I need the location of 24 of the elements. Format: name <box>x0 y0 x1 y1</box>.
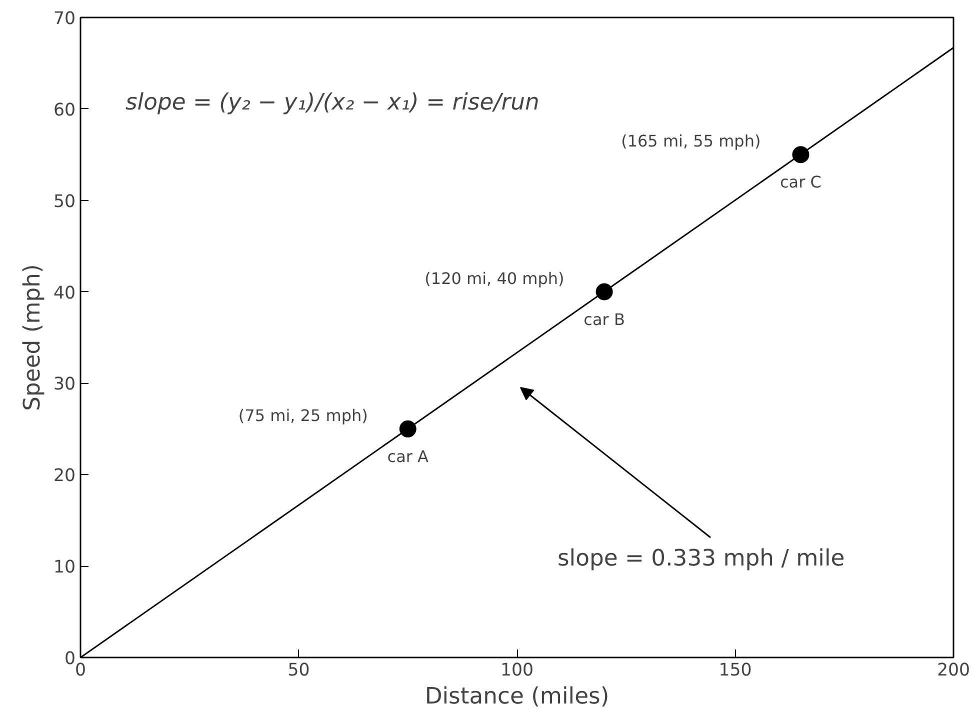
y-tick-label: 10 <box>53 558 76 578</box>
annotation: slope = (y₂ − y₁)/(x₂ − x₁) = rise/run <box>126 90 540 116</box>
point <box>792 146 810 164</box>
annotation: car A <box>387 446 429 466</box>
annotation: car C <box>780 172 822 192</box>
y-tick-label: 70 <box>53 9 76 29</box>
point <box>596 283 613 300</box>
y-tick-label: 20 <box>53 466 76 486</box>
x-axis-title: Distance (miles) <box>424 684 610 710</box>
y-tick-label: 40 <box>53 283 76 304</box>
x-tick-label: 50 <box>288 660 310 680</box>
y-tick-label: 50 <box>53 192 76 212</box>
annotation: slope = 0.333 mph / mile <box>558 546 845 572</box>
y-tick-label: 60 <box>53 100 76 120</box>
x-tick-label: 100 <box>500 660 534 680</box>
annotation: (165 mi, 55 mph) <box>621 132 761 151</box>
x-tick-label: 200 <box>936 660 970 680</box>
x-tick-label: 150 <box>718 660 752 680</box>
annotation: car B <box>584 310 625 329</box>
annotation: (120 mi, 40 mph) <box>424 268 564 288</box>
annotation: (75 mi, 25 mph) <box>238 406 368 425</box>
y-axis-title: Speed (mph) <box>19 264 46 411</box>
point <box>399 420 416 438</box>
y-tick-label: 30 <box>53 374 76 395</box>
